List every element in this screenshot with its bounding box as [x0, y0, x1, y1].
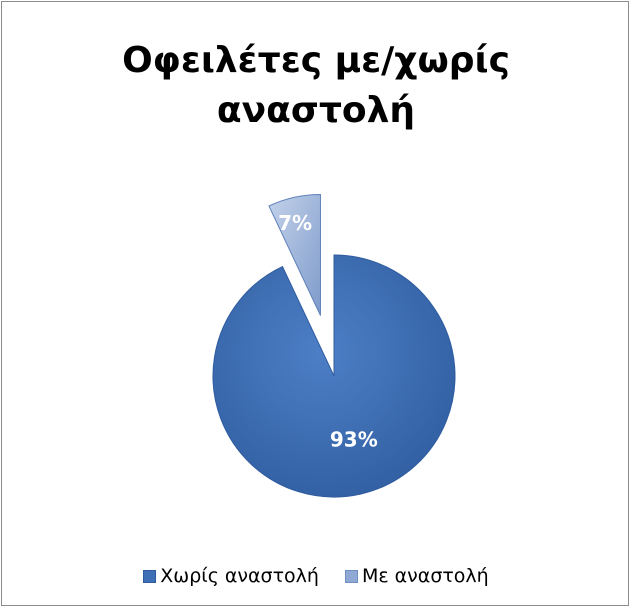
legend-label-with-suspension: Με αναστολή [361, 565, 489, 587]
legend-item-without-suspension: Χωρίς αναστολή [143, 565, 319, 587]
data-label-without-suspension: 93% [330, 427, 378, 451]
legend-swatch-with-suspension [344, 569, 358, 583]
chart-title-line-2: αναστολή [216, 90, 416, 131]
legend: Χωρίς αναστολή Με αναστολή [0, 565, 632, 587]
legend-swatch-without-suspension [143, 569, 157, 583]
legend-label-without-suspension: Χωρίς αναστολή [160, 565, 319, 587]
legend-item-with-suspension: Με αναστολή [344, 565, 489, 587]
chart-title-line-1: Οφειλέτες με/χωρίς [122, 40, 510, 81]
pie-slice-with-suspension [268, 193, 321, 316]
pie-slice-without-suspension [212, 254, 456, 498]
data-label-with-suspension: 7% [278, 211, 312, 235]
chart-title: Οφειλέτες με/χωρίς αναστολή [0, 36, 632, 136]
